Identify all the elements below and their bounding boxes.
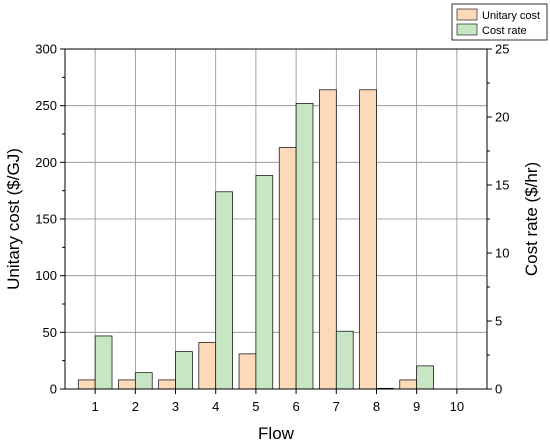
bar-unitary-cost xyxy=(399,379,418,390)
x-tick-label: 6 xyxy=(292,399,299,414)
legend-swatch-unitary-cost xyxy=(456,8,478,21)
bar-cost-rate xyxy=(416,365,434,390)
x-tick-label: 9 xyxy=(413,399,420,414)
left-y-tick-label: 0 xyxy=(50,382,57,397)
axes: 0 50 100 150 200 250 300 0 5 10 15 20 25 1 2 3 4 5 6 7 8 9 10 xyxy=(35,42,509,415)
left-y-tick-label: 100 xyxy=(35,268,57,283)
x-tick-label: 2 xyxy=(132,399,139,414)
bar-unitary-cost xyxy=(198,342,217,390)
bar-cost-rate xyxy=(335,330,354,390)
left-y-tick-label: 50 xyxy=(43,325,57,340)
right-y-axis-title: Cost rate ($/hr) xyxy=(522,162,541,276)
right-y-tick-label: 15 xyxy=(495,178,509,193)
grid-lines xyxy=(65,49,487,389)
x-tick-label: 3 xyxy=(172,399,179,414)
left-y-axis-title: Unitary cost ($/GJ) xyxy=(4,148,23,290)
bar-cost-rate xyxy=(134,372,153,390)
x-tick-label: 5 xyxy=(252,399,259,414)
bar-unitary-cost xyxy=(359,89,377,390)
bar-cost-rate xyxy=(175,351,193,390)
bar-unitary-cost xyxy=(118,379,136,390)
right-y-tick-label: 10 xyxy=(495,246,509,261)
bar-unitary-cost xyxy=(238,353,257,390)
x-tick-label: 1 xyxy=(92,399,99,414)
x-tick-label: 10 xyxy=(450,399,464,414)
right-y-tick-label: 25 xyxy=(495,42,509,57)
legend-label-cost-rate: Cost rate xyxy=(482,25,527,37)
bar-unitary-cost xyxy=(158,379,176,390)
left-y-tick-label: 300 xyxy=(35,42,57,57)
left-y-tick-label: 250 xyxy=(35,98,57,113)
legend: Unitary cost Cost rate xyxy=(451,3,548,41)
x-axis-title: Flow xyxy=(258,424,295,443)
legend-label-unitary-cost: Unitary cost xyxy=(482,10,540,22)
bar-cost-rate xyxy=(215,191,233,390)
x-tick-label: 7 xyxy=(333,399,340,414)
bar-unitary-cost xyxy=(77,379,96,390)
x-tick-label: 4 xyxy=(212,399,219,414)
x-tick-label: 8 xyxy=(373,399,380,414)
left-y-tick-label: 150 xyxy=(35,212,57,227)
right-y-tick-label: 0 xyxy=(495,382,502,397)
right-y-tick-label: 5 xyxy=(495,314,502,329)
bar-cost-rate xyxy=(255,175,274,390)
bar-unitary-cost xyxy=(319,89,337,390)
left-y-tick-label: 200 xyxy=(35,155,57,170)
bar-cost-rate xyxy=(94,335,113,390)
right-y-tick-label: 20 xyxy=(495,110,509,125)
bar-unitary-cost xyxy=(278,147,297,390)
bar-cost-rate xyxy=(295,103,314,390)
legend-swatch-cost-rate xyxy=(456,23,478,36)
